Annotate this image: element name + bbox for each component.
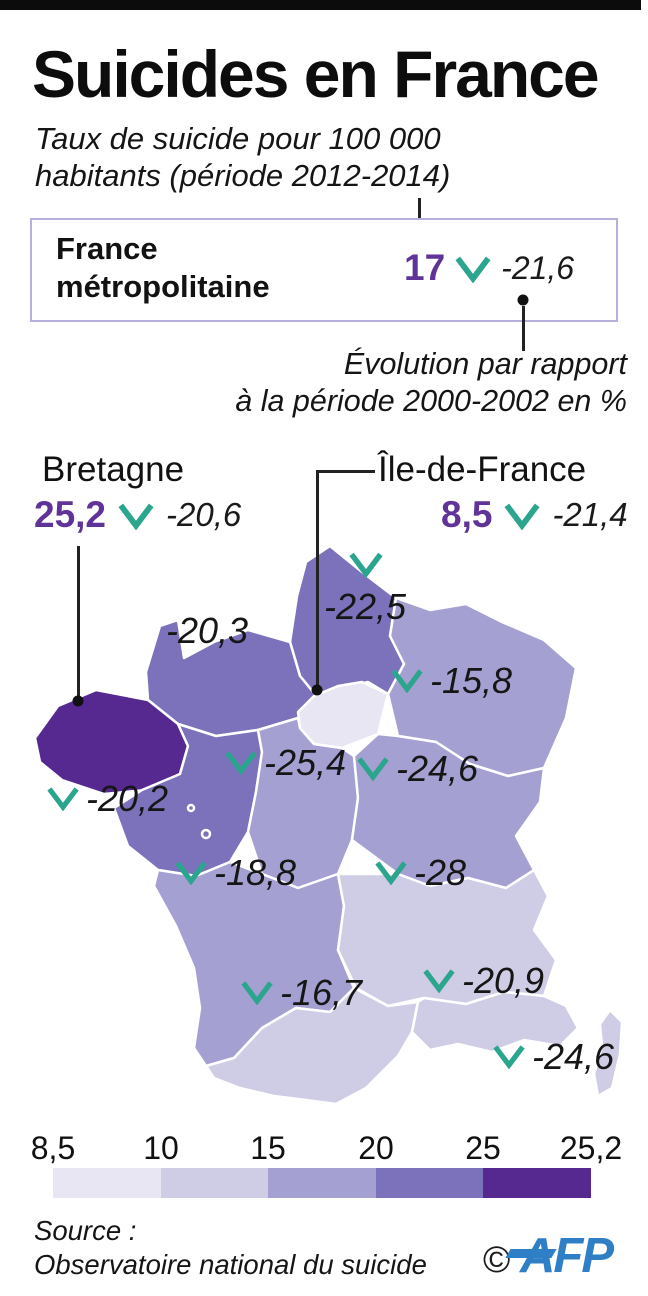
map-label-value: -20,9 (462, 960, 545, 1001)
callout-line-idf-vertical (316, 470, 319, 689)
page-title: Suicides en France (32, 37, 600, 111)
map-label-hauts-de-france: -22,5 (324, 586, 406, 628)
callout-line-idf-horizontal (317, 470, 375, 473)
callout-dot-evolution (517, 294, 529, 306)
idf-evolution: -21,4 (552, 496, 628, 533)
source-note: Source : Observatoire national du suicid… (34, 1214, 427, 1282)
map-label-auvergne-rhone-alpes: -28 (374, 852, 466, 894)
subtitle: Taux de suicide pour 100 000 habitants (… (35, 120, 450, 194)
map-label-value: -20,3 (166, 610, 249, 651)
callout-idf-name: Île-de-France (378, 450, 587, 489)
national-rate: 17 (404, 247, 446, 288)
map-label-value: -24,6 (396, 748, 479, 789)
map-label-provence-alpes-cote-d-azur: -20,9 (422, 960, 544, 1002)
callout-line-evolution (522, 306, 525, 351)
callout-idf-values: 8,5 -21,4 (441, 494, 628, 536)
callout-line-bretagne (77, 546, 80, 699)
bretagne-rate: 25,2 (34, 494, 107, 535)
decline-arrow-icon (357, 757, 389, 781)
decline-arrow-icon (225, 751, 257, 775)
decline-arrow-icon (175, 861, 207, 885)
afp-logo: AFP (505, 1228, 632, 1283)
afp-logo-bar (505, 1249, 557, 1258)
map-label-grand-est: -15,8 (390, 660, 512, 702)
map-label-occitanie: -16,7 (240, 972, 362, 1014)
decline-arrow-icon (504, 503, 540, 530)
map-label-nouvelle-aquitaine: -18,8 (174, 852, 296, 894)
decline-arrow-icon (241, 981, 273, 1005)
callout-bretagne-values: 25,2 -20,6 (34, 494, 241, 536)
decline-arrow-icon (423, 969, 455, 993)
decline-arrow-icon (493, 1045, 525, 1069)
map-label-value: -18,8 (214, 852, 297, 893)
island-dot (186, 803, 196, 813)
map-label-value: -28 (414, 852, 467, 893)
france-choropleth-map (33, 544, 624, 1106)
map-label-value: -20,2 (86, 778, 169, 819)
national-region-line1: France (56, 231, 158, 266)
region-ile-de-france (296, 680, 390, 750)
map-label-value: -15,8 (430, 660, 513, 701)
map-label-value: -25,4 (264, 742, 347, 783)
region-auvergne-rhone-alpes (336, 868, 558, 1008)
subtitle-line-2: habitants (période 2012-2014) (35, 158, 451, 193)
evolution-note: Évolution par rapport à la période 2000-… (235, 346, 627, 420)
decline-arrow-icon (455, 256, 491, 283)
map-label-pays-de-la-loire: -20,2 (46, 778, 168, 820)
map-label-corse: -24,6 (492, 1036, 614, 1078)
national-evolution: -21,6 (501, 249, 575, 286)
evolution-note-line2: à la période 2000-2002 en % (235, 384, 627, 418)
legend-tick: 15 (250, 1130, 286, 1166)
callout-bretagne-name: Bretagne (42, 450, 185, 489)
map-label-normandie: -20,3 (166, 610, 248, 652)
subtitle-line-1: Taux de suicide pour 100 000 (35, 121, 441, 156)
decline-arrow-icon (391, 669, 423, 693)
legend-tick: 8,5 (30, 1130, 76, 1166)
legend-tick: 10 (143, 1130, 179, 1166)
national-region-line2: métropolitaine (56, 269, 270, 304)
legend-swatch-2 (160, 1168, 269, 1198)
copyright-symbol: © (483, 1239, 511, 1280)
national-value-row: 17 -21,6 (404, 247, 574, 289)
legend-swatch-1 (53, 1168, 161, 1198)
national-summary-box: France métropolitaine 17 -21,6 (30, 218, 618, 322)
map-label-value: -16,7 (280, 972, 363, 1013)
callout-line-rate (418, 198, 421, 235)
legend-color-scale (53, 1168, 591, 1198)
decline-arrow-icon (118, 503, 154, 530)
evolution-note-line1: Évolution par rapport (343, 347, 627, 381)
source-line1: Source : (34, 1215, 137, 1246)
source-line2: Observatoire national du suicide (34, 1249, 427, 1280)
map-label-value: -24,6 (532, 1036, 615, 1077)
region-provence-alpes-cote-d-azur (410, 990, 580, 1054)
callout-dot-bretagne (72, 695, 84, 707)
legend-tick: 25 (465, 1130, 501, 1166)
region-bourgogne-franche-comte (350, 732, 546, 890)
bretagne-evolution: -20,6 (166, 496, 242, 533)
idf-rate: 8,5 (441, 494, 493, 535)
map-label-centre-val-de-loire: -25,4 (224, 742, 346, 784)
decline-arrow-icon (375, 861, 407, 885)
island-dot (200, 828, 212, 840)
map-label-value: -22,5 (324, 586, 407, 627)
map-label-bourgogne-franche-comte: -24,6 (356, 748, 478, 790)
legend-swatch-5 (483, 1168, 591, 1198)
legend-swatch-3 (268, 1168, 376, 1198)
decline-arrow-icon (47, 787, 79, 811)
top-black-bar (0, 0, 641, 10)
national-region-label: France métropolitaine (56, 230, 270, 306)
decline-arrow-icon (349, 552, 383, 578)
legend-tick: 25,2 (559, 1130, 623, 1166)
callout-dot-idf (311, 684, 323, 696)
region-corse (592, 1008, 624, 1098)
legend-swatch-4 (375, 1168, 484, 1198)
legend-tick: 20 (358, 1130, 394, 1166)
